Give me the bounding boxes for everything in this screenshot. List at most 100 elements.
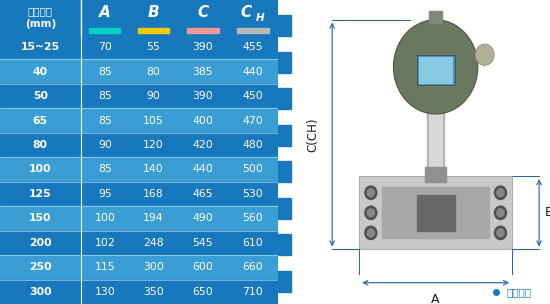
Text: 85: 85: [98, 164, 112, 174]
Text: 455: 455: [243, 42, 263, 52]
Circle shape: [365, 206, 377, 219]
Bar: [0, 280, 278, 304]
Circle shape: [367, 229, 375, 237]
Bar: [429, 11, 442, 23]
Circle shape: [475, 44, 494, 65]
Bar: [0, 0, 278, 35]
Bar: [419, 57, 453, 83]
Text: 710: 710: [243, 287, 263, 297]
Bar: [425, 167, 446, 182]
Text: (mm): (mm): [25, 19, 56, 29]
Bar: [89, 28, 120, 33]
Bar: [278, 234, 292, 255]
Text: 115: 115: [95, 262, 115, 272]
Bar: [0, 255, 278, 280]
Bar: [0, 84, 278, 108]
Bar: [429, 109, 442, 176]
Bar: [416, 195, 455, 231]
Text: 70: 70: [98, 42, 112, 52]
Text: 200: 200: [29, 238, 52, 248]
Bar: [278, 88, 292, 109]
Text: 65: 65: [32, 116, 48, 126]
Text: 仪表口径: 仪表口径: [28, 6, 53, 16]
Text: 150: 150: [29, 213, 52, 223]
Text: 90: 90: [146, 91, 161, 101]
Text: 470: 470: [243, 116, 263, 126]
Bar: [360, 176, 512, 249]
Text: 440: 440: [192, 164, 213, 174]
Circle shape: [494, 226, 507, 240]
Circle shape: [494, 186, 507, 199]
Text: C(CH): C(CH): [307, 117, 320, 152]
Bar: [278, 198, 292, 219]
Text: 常规仪表: 常规仪表: [507, 287, 531, 297]
Bar: [0, 206, 278, 231]
Bar: [0, 59, 278, 84]
Text: 660: 660: [243, 262, 263, 272]
Text: 385: 385: [192, 67, 213, 77]
Text: 420: 420: [192, 140, 213, 150]
Text: 120: 120: [143, 140, 164, 150]
Text: 250: 250: [29, 262, 52, 272]
Text: 100: 100: [29, 164, 52, 174]
Text: 130: 130: [95, 287, 116, 297]
Text: 650: 650: [192, 287, 213, 297]
Bar: [382, 187, 489, 238]
Text: 140: 140: [143, 164, 164, 174]
Bar: [0, 35, 278, 59]
Bar: [187, 28, 219, 33]
Circle shape: [497, 229, 504, 237]
Text: B: B: [544, 206, 550, 219]
Text: 15~25: 15~25: [21, 42, 60, 52]
Text: 102: 102: [95, 238, 116, 248]
Text: 600: 600: [192, 262, 213, 272]
Text: 50: 50: [33, 91, 48, 101]
Bar: [0, 182, 278, 206]
Bar: [278, 161, 292, 182]
Text: 85: 85: [98, 116, 112, 126]
Text: 40: 40: [32, 67, 48, 77]
Bar: [278, 125, 292, 146]
Text: 300: 300: [29, 287, 52, 297]
Bar: [427, 109, 444, 176]
Bar: [0, 108, 278, 133]
Text: 80: 80: [33, 140, 48, 150]
Circle shape: [393, 20, 478, 114]
Text: 390: 390: [192, 91, 213, 101]
Text: 95: 95: [98, 189, 112, 199]
Circle shape: [367, 189, 375, 197]
Text: C: C: [197, 5, 208, 20]
Bar: [0, 231, 278, 255]
Text: 105: 105: [143, 116, 164, 126]
Text: 300: 300: [143, 262, 164, 272]
Bar: [278, 15, 292, 36]
Circle shape: [497, 209, 504, 217]
Bar: [278, 52, 292, 73]
Text: A: A: [431, 293, 440, 304]
Text: 390: 390: [192, 42, 213, 52]
Text: 85: 85: [98, 91, 112, 101]
Bar: [417, 55, 455, 85]
Text: 168: 168: [143, 189, 164, 199]
Text: 100: 100: [95, 213, 116, 223]
Bar: [0, 157, 278, 182]
Text: 490: 490: [192, 213, 213, 223]
Text: 440: 440: [243, 67, 263, 77]
Bar: [278, 271, 292, 292]
Text: 545: 545: [192, 238, 213, 248]
Text: A: A: [99, 5, 111, 20]
Text: H: H: [256, 13, 265, 23]
Text: 400: 400: [192, 116, 213, 126]
Text: C: C: [240, 5, 251, 20]
Text: 500: 500: [243, 164, 263, 174]
Text: 194: 194: [143, 213, 164, 223]
Bar: [236, 28, 269, 33]
Circle shape: [365, 226, 377, 240]
Text: 530: 530: [243, 189, 263, 199]
Text: 85: 85: [98, 67, 112, 77]
Circle shape: [365, 186, 377, 199]
Circle shape: [497, 189, 504, 197]
Text: 248: 248: [143, 238, 164, 248]
Text: 450: 450: [243, 91, 263, 101]
Text: 125: 125: [29, 189, 52, 199]
